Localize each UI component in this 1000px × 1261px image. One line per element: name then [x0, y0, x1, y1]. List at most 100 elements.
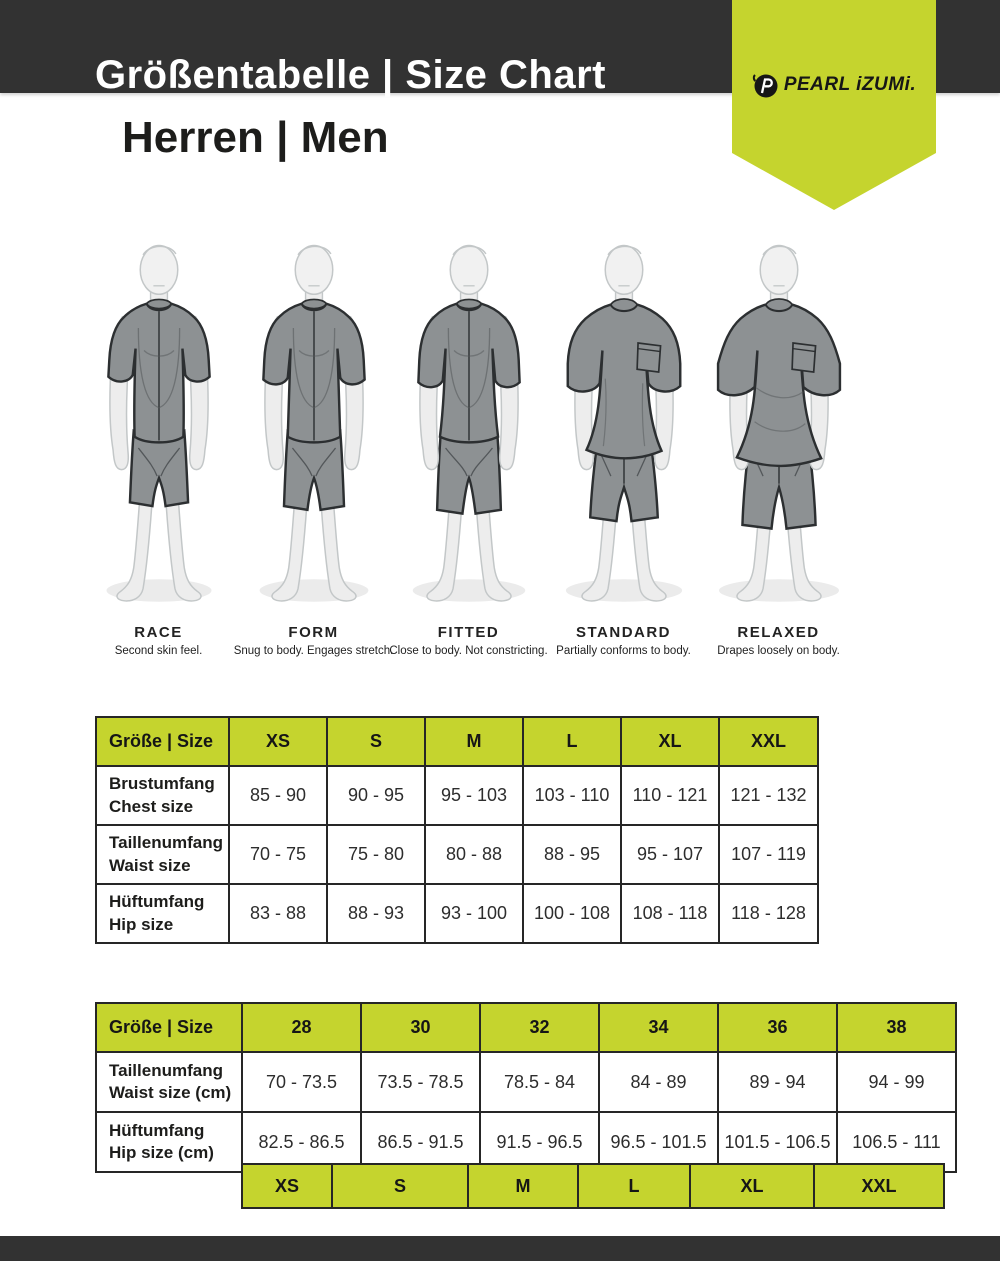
value-cell: 80 - 88: [424, 824, 524, 885]
size-header-cell: 36: [717, 1002, 838, 1053]
fit-figure-standard: [549, 238, 699, 613]
row-label-en: Hip size (cm): [109, 1143, 214, 1162]
value-cell: 75 - 80: [326, 824, 426, 885]
size-header-cell: XL: [620, 716, 720, 767]
table-row: Hüftumfang Hip size (cm) 82.5 - 86.5 86.5 -…: [95, 1111, 957, 1173]
size-equivalent-cell: L: [577, 1163, 691, 1209]
size-equivalent-cell: XL: [689, 1163, 815, 1209]
brand-name: PEARL iZUMi.: [783, 74, 917, 95]
value-cell: 106.5 - 111: [836, 1111, 957, 1173]
row-label: Taillenumfang Waist size (cm): [95, 1051, 243, 1113]
row-label-en: Waist size: [109, 855, 191, 875]
row-label: Hüftumfang Hip size: [95, 883, 230, 944]
value-cell: 84 - 89: [598, 1051, 719, 1113]
fit-figure-race: [84, 238, 234, 613]
value-cell: 73.5 - 78.5: [360, 1051, 481, 1113]
row-label: Taillenumfang Waist size: [95, 824, 230, 885]
fit-name-label: FITTED: [437, 624, 500, 641]
row-label-en: Waist size (cm): [109, 1083, 232, 1102]
pants-table-body: Größe | Size 28 30 32 34 36 38 Taillenumfang Wai…: [95, 1002, 957, 1173]
row-label-de: Hüftumfang: [109, 892, 205, 912]
value-cell: 70 - 73.5: [241, 1051, 362, 1113]
page-title: Größentabelle | Size Chart: [95, 53, 606, 97]
row-label-en: Chest size: [109, 796, 194, 816]
pants-size-equivalent-row: XS S M L XL XXL: [241, 1163, 945, 1209]
fit-description: Snug to body. Engages stretch.: [233, 645, 394, 657]
fit-name-label: FORM: [288, 624, 339, 641]
table-row: Taillenumfang Waist size 70 - 75 75 - 80 80 …: [95, 824, 819, 885]
value-cell: 89 - 94: [717, 1051, 838, 1113]
value-cell: 108 - 118: [620, 883, 720, 944]
pants-table: Größe | Size 28 30 32 34 36 38 Taillenumfang Wai…: [95, 1002, 957, 1173]
size-table: Größe | Size XS S M L XL XXL Brustumfang Chest s…: [95, 716, 819, 944]
value-cell: 96.5 - 101.5: [598, 1111, 719, 1173]
table-title-cell: Größe | Size: [95, 716, 230, 767]
row-label: Brustumfang Chest size: [95, 765, 230, 826]
footer-bar: [0, 1236, 1000, 1261]
fit-description: Drapes loosely on body.: [717, 645, 840, 657]
fit-name-label: RACE: [134, 624, 183, 641]
page-subtitle: Herren | Men: [122, 113, 389, 162]
fit-column-fitted: FITTED Close to body. Not constricting.: [389, 238, 548, 657]
table-row: Hüftumfang Hip size 83 - 88 88 - 93 93 - 100…: [95, 883, 819, 944]
value-cell: 78.5 - 84: [479, 1051, 600, 1113]
value-cell: 118 - 128: [718, 883, 819, 944]
row-label-de: Hüftumfang: [109, 1120, 205, 1140]
value-cell: 70 - 75: [228, 824, 328, 885]
size-header-cell: XS: [228, 716, 328, 767]
row-label-de: Brustumfang: [109, 774, 215, 794]
value-cell: 88 - 95: [522, 824, 622, 885]
fit-description: Partially conforms to body.: [556, 645, 691, 657]
fit-figures-section: RACE Second skin feel. FORM Snug to body. …: [81, 238, 856, 657]
fit-description: Close to body. Not constricting.: [389, 645, 548, 657]
size-header-cell: 38: [836, 1002, 957, 1053]
value-cell: 90 - 95: [326, 765, 426, 826]
size-equivalent-cell: XS: [241, 1163, 333, 1209]
fit-figure-form: [239, 238, 389, 613]
value-cell: 93 - 100: [424, 883, 524, 944]
size-equivalent-cell: S: [331, 1163, 469, 1209]
value-cell: 95 - 107: [620, 824, 720, 885]
brand-ribbon: [732, 0, 936, 210]
table-header-row: Größe | Size XS S M L XL XXL: [95, 716, 819, 767]
fit-name-label: STANDARD: [575, 624, 672, 641]
pearl-izumi-logo: PEARL iZUMi.: [732, 70, 936, 100]
value-cell: 110 - 121: [620, 765, 720, 826]
size-equivalent-cell: M: [467, 1163, 579, 1209]
table-header-row: Größe | Size 28 30 32 34 36 38: [95, 1002, 957, 1053]
size-header-cell: 34: [598, 1002, 719, 1053]
size-header-cell: L: [522, 716, 622, 767]
value-cell: 85 - 90: [228, 765, 328, 826]
fit-figure-relaxed: [704, 238, 854, 613]
size-header-cell: XXL: [718, 716, 819, 767]
row-label-de: Taillenumfang: [109, 1060, 223, 1080]
fit-column-race: RACE Second skin feel.: [81, 238, 236, 657]
fit-column-standard: STANDARD Partially conforms to body.: [546, 238, 701, 657]
row-label-en: Hip size: [109, 914, 174, 934]
value-cell: 100 - 108: [522, 883, 622, 944]
size-table-body: Größe | Size XS S M L XL XXL Brustumfang Chest s…: [95, 716, 819, 944]
fit-description: Second skin feel.: [114, 645, 203, 657]
size-header-cell: M: [424, 716, 524, 767]
value-cell: 83 - 88: [228, 883, 328, 944]
table-row: Brustumfang Chest size 85 - 90 90 - 95 95 - …: [95, 765, 819, 826]
value-cell: 88 - 93: [326, 883, 426, 944]
size-header-cell: S: [326, 716, 426, 767]
row-label-de: Taillenumfang: [109, 833, 223, 853]
fit-column-form: FORM Snug to body. Engages stretch.: [233, 238, 394, 657]
row-label: Hüftumfang Hip size (cm): [95, 1111, 243, 1173]
value-cell: 95 - 103: [424, 765, 524, 826]
size-header-cell: 30: [360, 1002, 481, 1053]
value-cell: 91.5 - 96.5: [479, 1111, 600, 1173]
size-equivalent-cell: XXL: [813, 1163, 945, 1209]
value-cell: 94 - 99: [836, 1051, 957, 1113]
size-header-cell: 32: [479, 1002, 600, 1053]
value-cell: 107 - 119: [718, 824, 819, 885]
fit-column-relaxed: RELAXED Drapes loosely on body.: [701, 238, 856, 657]
size-header-cell: 28: [241, 1002, 362, 1053]
value-cell: 103 - 110: [522, 765, 622, 826]
table-row: Taillenumfang Waist size (cm) 70 - 73.5 73.…: [95, 1051, 957, 1113]
value-cell: 121 - 132: [718, 765, 819, 826]
fit-figure-fitted: [394, 238, 544, 613]
